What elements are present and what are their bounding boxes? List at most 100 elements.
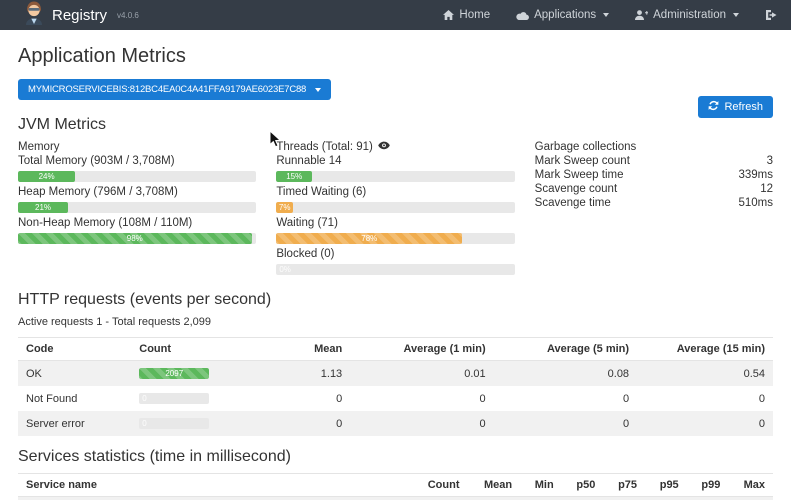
nav-label-administration: Administration xyxy=(653,9,726,21)
service-name: com.mycompany.myapp.web.rest.LogsResourc… xyxy=(18,497,411,500)
page-title: Application Metrics xyxy=(18,45,773,68)
memory-column: Memory Total Memory (903M / 3,708M) 24% … xyxy=(18,141,256,279)
user-plus-icon xyxy=(635,10,648,20)
nav-label-home: Home xyxy=(459,9,490,21)
threads-column: Threads (Total: 91) Runnable 14 15% Time… xyxy=(276,141,514,279)
http-requests-subtitle: Active requests 1 - Total requests 2,099 xyxy=(18,316,773,328)
metric-label: Waiting (71) xyxy=(276,217,514,229)
service-min: 1 xyxy=(520,497,562,500)
progress-track: 78% xyxy=(276,233,514,244)
gc-label: Scavenge count xyxy=(535,182,617,196)
column-header: Min xyxy=(520,474,562,497)
service-p75: 1 xyxy=(603,497,645,500)
progress-bar: 24% xyxy=(18,171,75,182)
refresh-button[interactable]: Refresh xyxy=(698,96,773,118)
progress-track: 0% xyxy=(276,264,514,275)
column-header: Average (15 min) xyxy=(637,338,773,361)
gc-row: Scavenge time 510ms xyxy=(535,196,773,210)
column-header: Service name xyxy=(18,474,411,497)
services-statistics-table: Service name Count Mean Min p50 p75 p95 … xyxy=(18,473,773,500)
column-header: p50 xyxy=(562,474,604,497)
nav-item-administration[interactable]: Administration xyxy=(635,9,739,21)
http-mean: 0 xyxy=(252,386,350,411)
avatar xyxy=(24,0,44,30)
nav-label-applications: Applications xyxy=(534,9,596,21)
home-icon xyxy=(443,10,454,20)
gc-column: Garbage collections Mark Sweep count 3 M… xyxy=(535,141,773,279)
instance-selector-label: MYMICROSERVICEBIS:812BC4EA0C4A41FFA9179A… xyxy=(28,84,306,95)
progress-track: 98% xyxy=(18,233,256,244)
progress-track: 0 xyxy=(139,393,209,404)
instance-selector-dropdown[interactable]: MYMICROSERVICEBIS:812BC4EA0C4A41FFA9179A… xyxy=(18,79,331,100)
services-statistics-title: Services statistics (time in millisecond… xyxy=(18,448,773,466)
progress-bar: 7% xyxy=(276,202,293,213)
column-header: Code xyxy=(18,338,131,361)
http-count-cell: 0 xyxy=(131,411,252,436)
cloud-icon xyxy=(516,11,529,20)
gc-label: Mark Sweep count xyxy=(535,154,630,168)
progress-track: 0 xyxy=(139,418,209,429)
metric-label: Timed Waiting (6) xyxy=(276,186,514,198)
table-header-row: Code Count Mean Average (1 min) Average … xyxy=(18,338,773,361)
gc-row: Mark Sweep count 3 xyxy=(535,154,773,168)
service-p50: 1 xyxy=(562,497,604,500)
http-count-cell: 2097 xyxy=(131,361,252,387)
gc-value: 3 xyxy=(767,154,773,168)
metric-label: Non-Heap Memory (108M / 110M) xyxy=(18,217,256,229)
refresh-icon xyxy=(708,100,719,114)
http-requests-table: Code Count Mean Average (1 min) Average … xyxy=(18,337,773,436)
table-row: Server error 0 0 0 0 0 xyxy=(18,411,773,436)
brand-version: v4.0.6 xyxy=(117,11,139,20)
http-count-cell: 0 xyxy=(131,386,252,411)
service-count: 2 xyxy=(411,497,468,500)
gc-value: 339ms xyxy=(738,168,773,182)
nav-item-applications[interactable]: Applications xyxy=(516,9,609,21)
brand-name: Registry xyxy=(52,7,107,24)
http-avg1: 0 xyxy=(350,411,493,436)
sign-out-button[interactable] xyxy=(765,9,777,21)
gc-label: Scavenge time xyxy=(535,196,611,210)
http-requests-title: HTTP requests (events per second) xyxy=(18,291,773,309)
metric-label: Blocked (0) xyxy=(276,248,514,260)
progress-bar: 21% xyxy=(18,202,68,213)
service-max: 1 xyxy=(728,497,773,500)
progress-bar: 98% xyxy=(18,233,252,244)
column-header: Average (1 min) xyxy=(350,338,493,361)
table-row: OK 2097 1.13 0.01 0.08 0.54 xyxy=(18,361,773,387)
refresh-label: Refresh xyxy=(724,101,763,113)
metric-label: Total Memory (903M / 3,708M) xyxy=(18,155,256,167)
http-avg5: 0.08 xyxy=(494,361,637,387)
gc-value: 12 xyxy=(760,182,773,196)
eye-icon[interactable] xyxy=(378,141,390,153)
brand[interactable]: Registry v4.0.6 xyxy=(24,0,139,30)
progress-track: 24% xyxy=(18,171,256,182)
progress-bar: 2097 xyxy=(139,368,209,379)
memory-title: Memory xyxy=(18,141,256,153)
table-row: com.mycompany.myapp.web.rest.LogsResourc… xyxy=(18,497,773,500)
http-mean: 1.13 xyxy=(252,361,350,387)
column-header: Average (5 min) xyxy=(494,338,637,361)
nav-item-home[interactable]: Home xyxy=(443,9,490,21)
http-avg5: 0 xyxy=(494,411,637,436)
column-header: p99 xyxy=(687,474,729,497)
gc-row: Scavenge count 12 xyxy=(535,182,773,196)
metric-label: Runnable 14 xyxy=(276,155,514,167)
progress-bar-label: 0% xyxy=(279,264,291,275)
progress-track: 7% xyxy=(276,202,514,213)
table-row: Not Found 0 0 0 0 0 xyxy=(18,386,773,411)
chevron-down-icon xyxy=(315,88,321,92)
http-avg1: 0 xyxy=(350,386,493,411)
sign-out-icon xyxy=(765,9,777,21)
navbar: Registry v4.0.6 Home Applications xyxy=(0,0,791,30)
metric-label: Heap Memory (796M / 3,708M) xyxy=(18,186,256,198)
service-p99: 1 xyxy=(687,497,729,500)
progress-bar-label: 0 xyxy=(142,393,146,404)
service-p95: 1 xyxy=(645,497,687,500)
progress-bar: 15% xyxy=(276,171,312,182)
gc-row: Mark Sweep time 339ms xyxy=(535,168,773,182)
http-code: Server error xyxy=(18,411,131,436)
progress-track: 2097 xyxy=(139,368,209,379)
gc-label: Mark Sweep time xyxy=(535,168,624,182)
main-content: Application Metrics Refresh MYMICROSERVI… xyxy=(0,45,791,500)
http-avg15: 0 xyxy=(637,411,773,436)
